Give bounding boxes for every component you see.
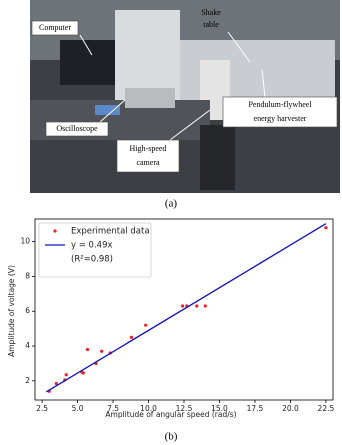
photo-label: Computer <box>39 23 71 32</box>
data-point <box>100 349 104 353</box>
x-tick-label: 12.5 <box>176 404 193 413</box>
data-point <box>54 381 58 386</box>
photo-label: Pendulum-flywheel <box>248 100 312 109</box>
fit-line <box>46 223 327 393</box>
x-tick-label: 15.0 <box>211 404 228 413</box>
data-point <box>195 304 199 308</box>
data-point <box>180 304 185 308</box>
data-point <box>81 371 85 375</box>
data-point <box>64 373 68 377</box>
photo-label: Oscilloscope <box>56 124 98 133</box>
data-point <box>129 335 134 339</box>
y-tick-label: 10 <box>20 237 30 246</box>
data-point <box>324 226 328 230</box>
photo: Computer Shake table Oscilloscope High-s… <box>30 0 340 193</box>
photo-label: Shake <box>201 8 221 17</box>
legend-label: y = 0.49x <box>71 241 113 251</box>
y-axis-label: Amplitude of voltage (V) <box>7 265 16 357</box>
x-tick-label: 17.5 <box>247 404 264 413</box>
data-point <box>203 304 207 308</box>
y-tick-label: 8 <box>25 271 30 280</box>
x-axis-label: Amplitude of angular speed (rad/s) <box>105 410 236 419</box>
photo-label: table <box>203 20 219 29</box>
x-tick-label: 7.5 <box>107 404 119 413</box>
photo-label: energy harvester <box>254 114 307 123</box>
y-tick-label: 2 <box>25 376 30 385</box>
y-tick-label: 6 <box>25 306 30 315</box>
x-tick-label: 5.0 <box>72 404 84 413</box>
x-tick-label: 22.5 <box>318 404 335 413</box>
caption: (a) <box>165 198 178 210</box>
x-tick-label: 10.0 <box>140 404 157 413</box>
legend-label: Experimental data <box>71 227 150 237</box>
data-point <box>85 347 90 352</box>
data-point <box>144 323 148 327</box>
legend-note: (R²=0.98) <box>71 255 113 265</box>
caption: (b) <box>165 431 178 443</box>
legend-marker <box>53 229 57 233</box>
photo-label: camera <box>136 158 160 167</box>
x-tick-label: 20.0 <box>282 404 299 413</box>
photo-label: High-speed <box>130 144 167 153</box>
x-tick-label: 2.5 <box>36 404 48 413</box>
plot: 2.5 5.0 7.5 10.0 12.5 15.0 17.5 20.0 22.5 2 4 6 8 10 E… <box>20 218 335 413</box>
legend-box <box>38 222 152 278</box>
y-tick-label: 4 <box>25 341 30 350</box>
